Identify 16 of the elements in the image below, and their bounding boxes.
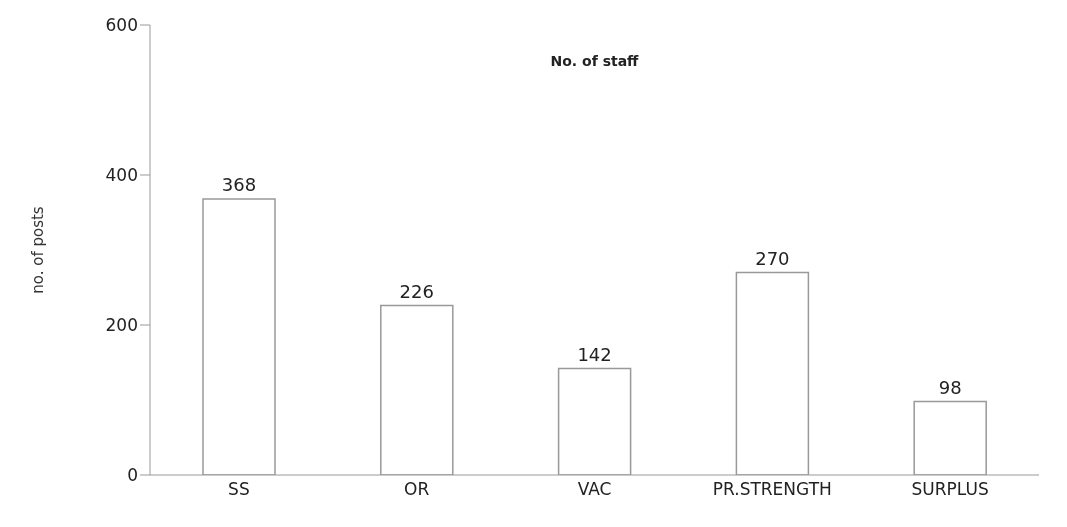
- data-label: 226: [399, 280, 434, 302]
- y-axis-title: no. of posts: [29, 206, 48, 294]
- y-tick-label: 400: [105, 165, 138, 186]
- data-label: 142: [577, 343, 612, 365]
- y-tick-label: 200: [105, 315, 138, 336]
- x-tick-label: OR: [404, 479, 430, 500]
- data-label: 270: [755, 247, 790, 269]
- x-tick-label: PR.STRENGTH: [712, 479, 832, 500]
- y-tick-label: 0: [127, 465, 138, 486]
- data-label: 98: [938, 376, 962, 398]
- x-tick-label: SURPLUS: [911, 479, 989, 500]
- data-label: 368: [221, 174, 257, 195]
- x-tick-label: VAC: [577, 479, 612, 500]
- x-tick-label: SS: [228, 479, 250, 500]
- text: No. of staff: [549, 53, 640, 69]
- y-tick-label: 600: [105, 15, 138, 36]
